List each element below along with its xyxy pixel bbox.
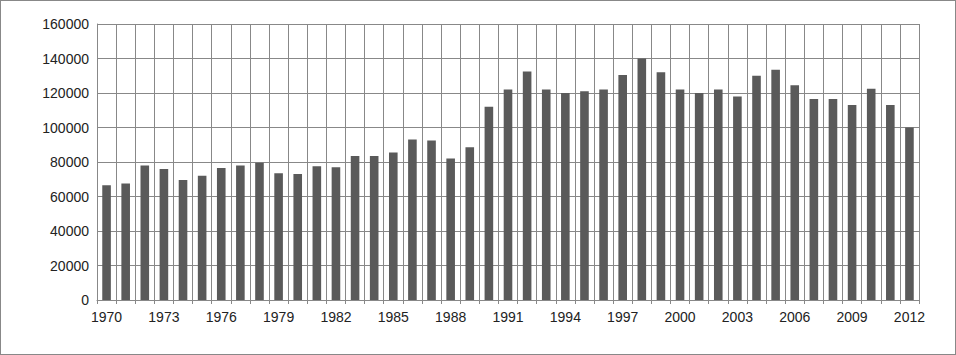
- svg-text:20000: 20000: [50, 258, 89, 274]
- svg-text:60000: 60000: [50, 189, 89, 205]
- svg-text:120000: 120000: [42, 85, 89, 101]
- svg-text:160000: 160000: [42, 16, 89, 32]
- svg-text:1973: 1973: [148, 309, 179, 325]
- svg-text:2012: 2012: [894, 309, 925, 325]
- svg-text:1979: 1979: [263, 309, 294, 325]
- svg-text:1997: 1997: [607, 309, 638, 325]
- svg-text:80000: 80000: [50, 154, 89, 170]
- svg-text:1991: 1991: [492, 309, 523, 325]
- svg-text:1988: 1988: [435, 309, 466, 325]
- svg-text:1985: 1985: [378, 309, 409, 325]
- svg-text:140000: 140000: [42, 51, 89, 67]
- svg-text:0: 0: [81, 292, 89, 308]
- svg-text:2009: 2009: [837, 309, 868, 325]
- svg-text:2000: 2000: [664, 309, 695, 325]
- svg-text:1982: 1982: [320, 309, 351, 325]
- svg-text:2006: 2006: [779, 309, 810, 325]
- svg-text:100000: 100000: [42, 120, 89, 136]
- svg-text:40000: 40000: [50, 223, 89, 239]
- svg-text:1994: 1994: [550, 309, 581, 325]
- svg-text:1976: 1976: [206, 309, 237, 325]
- svg-text:1970: 1970: [91, 309, 122, 325]
- svg-text:2003: 2003: [722, 309, 753, 325]
